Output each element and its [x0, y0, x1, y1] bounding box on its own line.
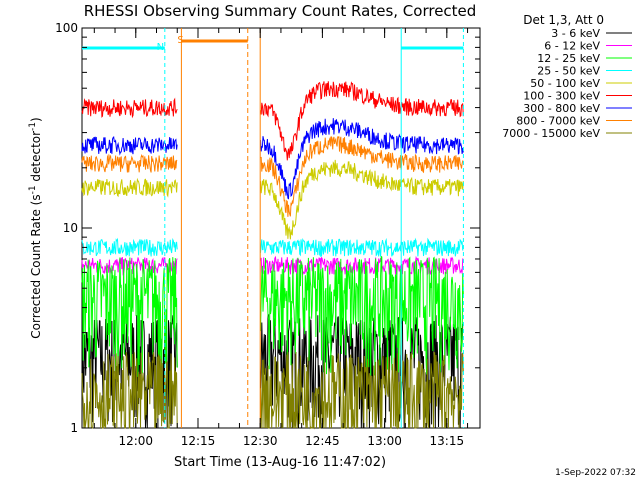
series-line — [81, 118, 464, 200]
legend-entry: 25 - 50 keV — [537, 65, 600, 78]
y-tick-label: 100 — [55, 21, 78, 35]
footer-date: 1-Sep-2022 07:32 — [555, 468, 636, 478]
series-7000-15000-kev — [81, 351, 464, 430]
y-axis-label-mid: detector — [29, 131, 43, 186]
y-axis-label-main: Corrected Count Rate (s — [29, 194, 43, 338]
series-25-50-kev — [81, 237, 464, 258]
legend-entry: 100 - 300 keV — [523, 90, 600, 103]
legend-header: Det 1,3, Att 0 — [523, 13, 604, 27]
series-line — [81, 136, 464, 217]
x-tick-label: 13:00 — [367, 434, 402, 448]
x-tick-label: 12:15 — [181, 434, 216, 448]
legend-entry: 12 - 25 keV — [537, 52, 600, 65]
y-axis-label-sup2: -1 — [28, 122, 38, 131]
x-tick-label: 12:30 — [243, 434, 278, 448]
series-line — [81, 351, 464, 430]
series-line — [81, 81, 464, 161]
y-tick-label: 10 — [63, 221, 78, 235]
legend-entry: 7000 - 15000 keV — [502, 127, 600, 140]
x-tick-label: 12:45 — [305, 434, 340, 448]
series-50-100-kev — [81, 159, 464, 240]
marker-label: N — [157, 42, 164, 53]
y-axis-label-end: ) — [29, 117, 43, 122]
marker-layer: SN — [82, 28, 464, 428]
legend-entry: 50 - 100 keV — [530, 77, 600, 90]
series-800-7000-kev — [81, 136, 464, 217]
axis-layer: 1 10 100 12:00 12:15 12:30 12:45 13:00 13:15 — [55, 21, 480, 448]
legend-entry: 800 - 7000 keV — [516, 115, 600, 128]
legend-entry: 6 - 12 keV — [544, 40, 600, 53]
series-300-800-kev — [81, 118, 464, 200]
series-line — [81, 159, 464, 240]
legend-entry: 300 - 800 keV — [523, 102, 600, 115]
y-axis-label: Corrected Count Rate (s-1 detector-1) — [28, 117, 43, 338]
y-axis-label-sup1: -1 — [28, 185, 38, 194]
series-layer — [81, 81, 464, 430]
chart-title: RHESSI Observing Summary Count Rates, Co… — [84, 2, 477, 20]
y-tick-label: 1 — [70, 421, 78, 435]
legend-entry: 3 - 6 keV — [551, 27, 600, 40]
x-axis-label: Start Time (13-Aug-16 11:47:02) — [174, 455, 386, 470]
series-line — [81, 237, 464, 258]
series-100-300-kev — [81, 81, 464, 161]
x-tick-label: 12:00 — [118, 434, 153, 448]
marker-label: S — [177, 35, 183, 46]
x-tick-label: 13:15 — [430, 434, 465, 448]
